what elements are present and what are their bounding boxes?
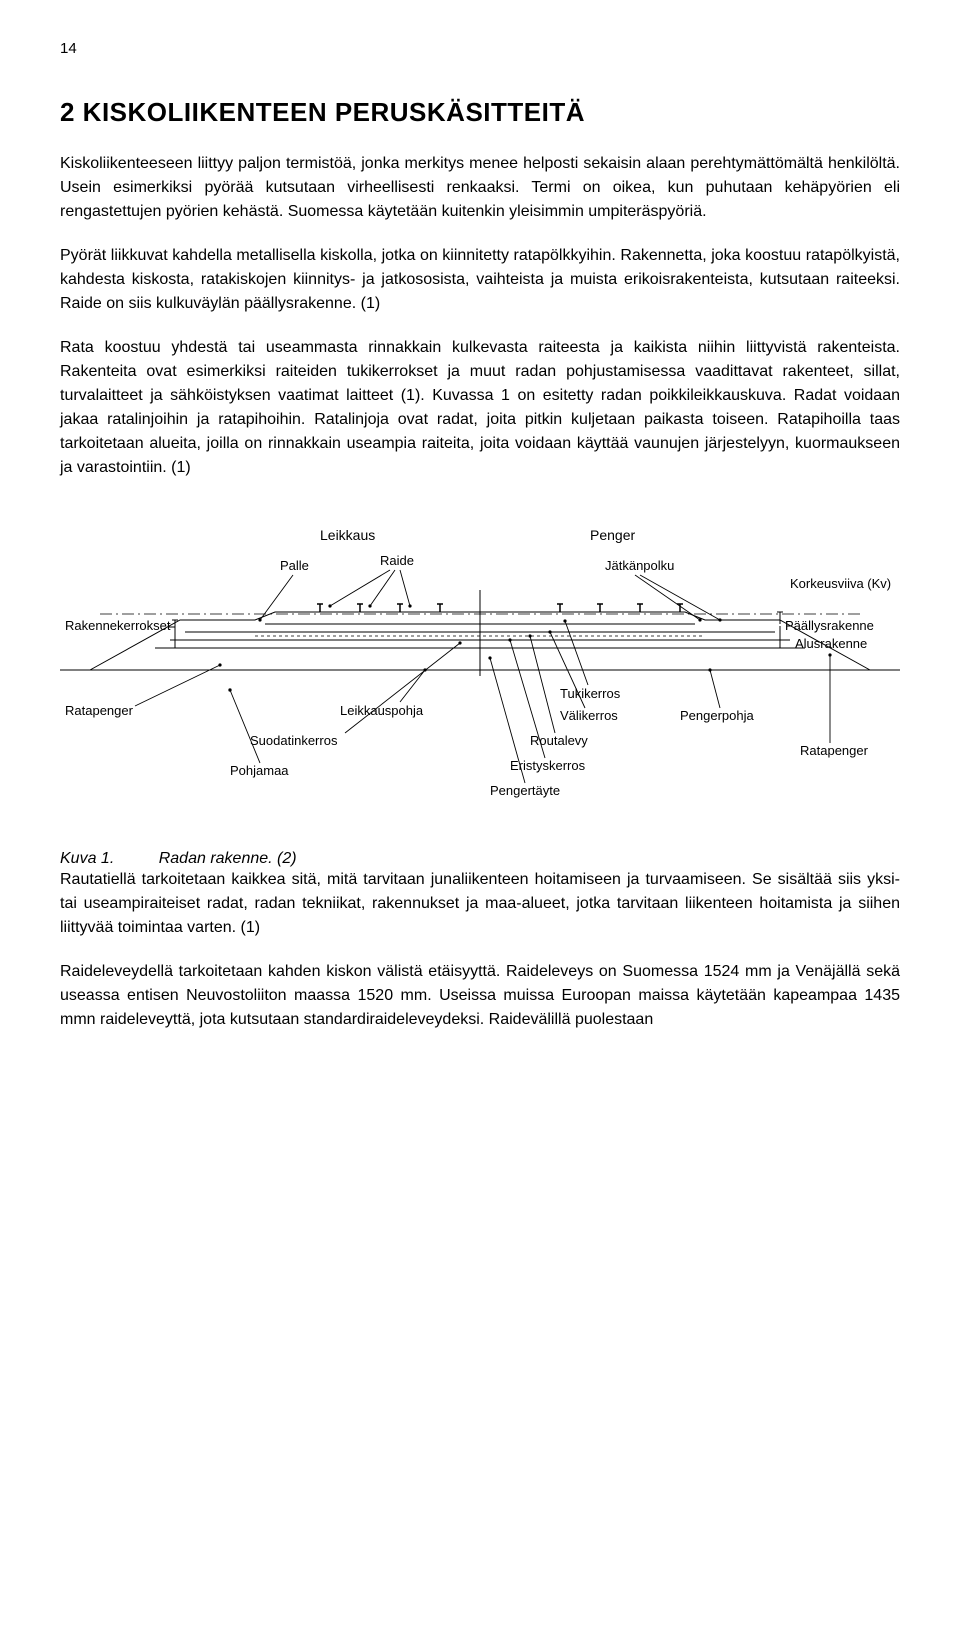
svg-text:Ratapenger: Ratapenger [65,703,134,718]
svg-text:Suodatinkerros: Suodatinkerros [250,733,338,748]
svg-text:Penger: Penger [590,527,635,543]
paragraph-3: Rata koostuu yhdestä tai useammasta rinn… [60,336,900,480]
svg-text:Leikkaus: Leikkaus [320,527,375,543]
paragraph-1: Kiskoliikenteeseen liittyy paljon termis… [60,152,900,224]
svg-text:Leikkauspohja: Leikkauspohja [340,703,424,718]
heading: 2 KISKOLIIKENTEEN PERUSKÄSITTEITÄ [60,97,900,128]
svg-text:Raide: Raide [380,553,414,568]
svg-text:Tukikerros: Tukikerros [560,686,621,701]
svg-text:Pengertäyte: Pengertäyte [490,783,560,798]
svg-text:Routalevy: Routalevy [530,733,588,748]
svg-text:Rakennekerrokset: Rakennekerrokset [65,618,171,633]
figure-caption: Kuva 1. Radan rakenne. (2) [60,850,900,868]
svg-text:Päällysrakenne: Päällysrakenne [785,618,874,633]
caption-text: Radan rakenne. (2) [159,850,297,867]
cross-section-diagram: Leikkaus Penger Palle Raide Jätkänpolku Korke… [60,520,900,820]
figure-1: Leikkaus Penger Palle Raide Jätkänpolku Korke… [60,520,900,820]
paragraph-5: Raideleveydellä tarkoitetaan kahden kisk… [60,960,900,1032]
svg-text:Pohjamaa: Pohjamaa [230,763,289,778]
svg-text:Alusrakenne: Alusrakenne [795,636,867,651]
caption-label: Kuva 1. [60,850,114,867]
svg-text:Ratapenger: Ratapenger [800,743,869,758]
page-number: 14 [60,40,900,57]
svg-text:Korkeusviiva (Kv): Korkeusviiva (Kv) [790,576,891,591]
paragraph-4: Rautatiellä tarkoitetaan kaikkea sitä, m… [60,868,900,940]
svg-text:Palle: Palle [280,558,309,573]
paragraph-2: Pyörät liikkuvat kahdella metallisella k… [60,244,900,316]
svg-text:Jätkänpolku: Jätkänpolku [605,558,674,573]
svg-text:Välikerros: Välikerros [560,708,618,723]
svg-text:Pengerpohja: Pengerpohja [680,708,754,723]
